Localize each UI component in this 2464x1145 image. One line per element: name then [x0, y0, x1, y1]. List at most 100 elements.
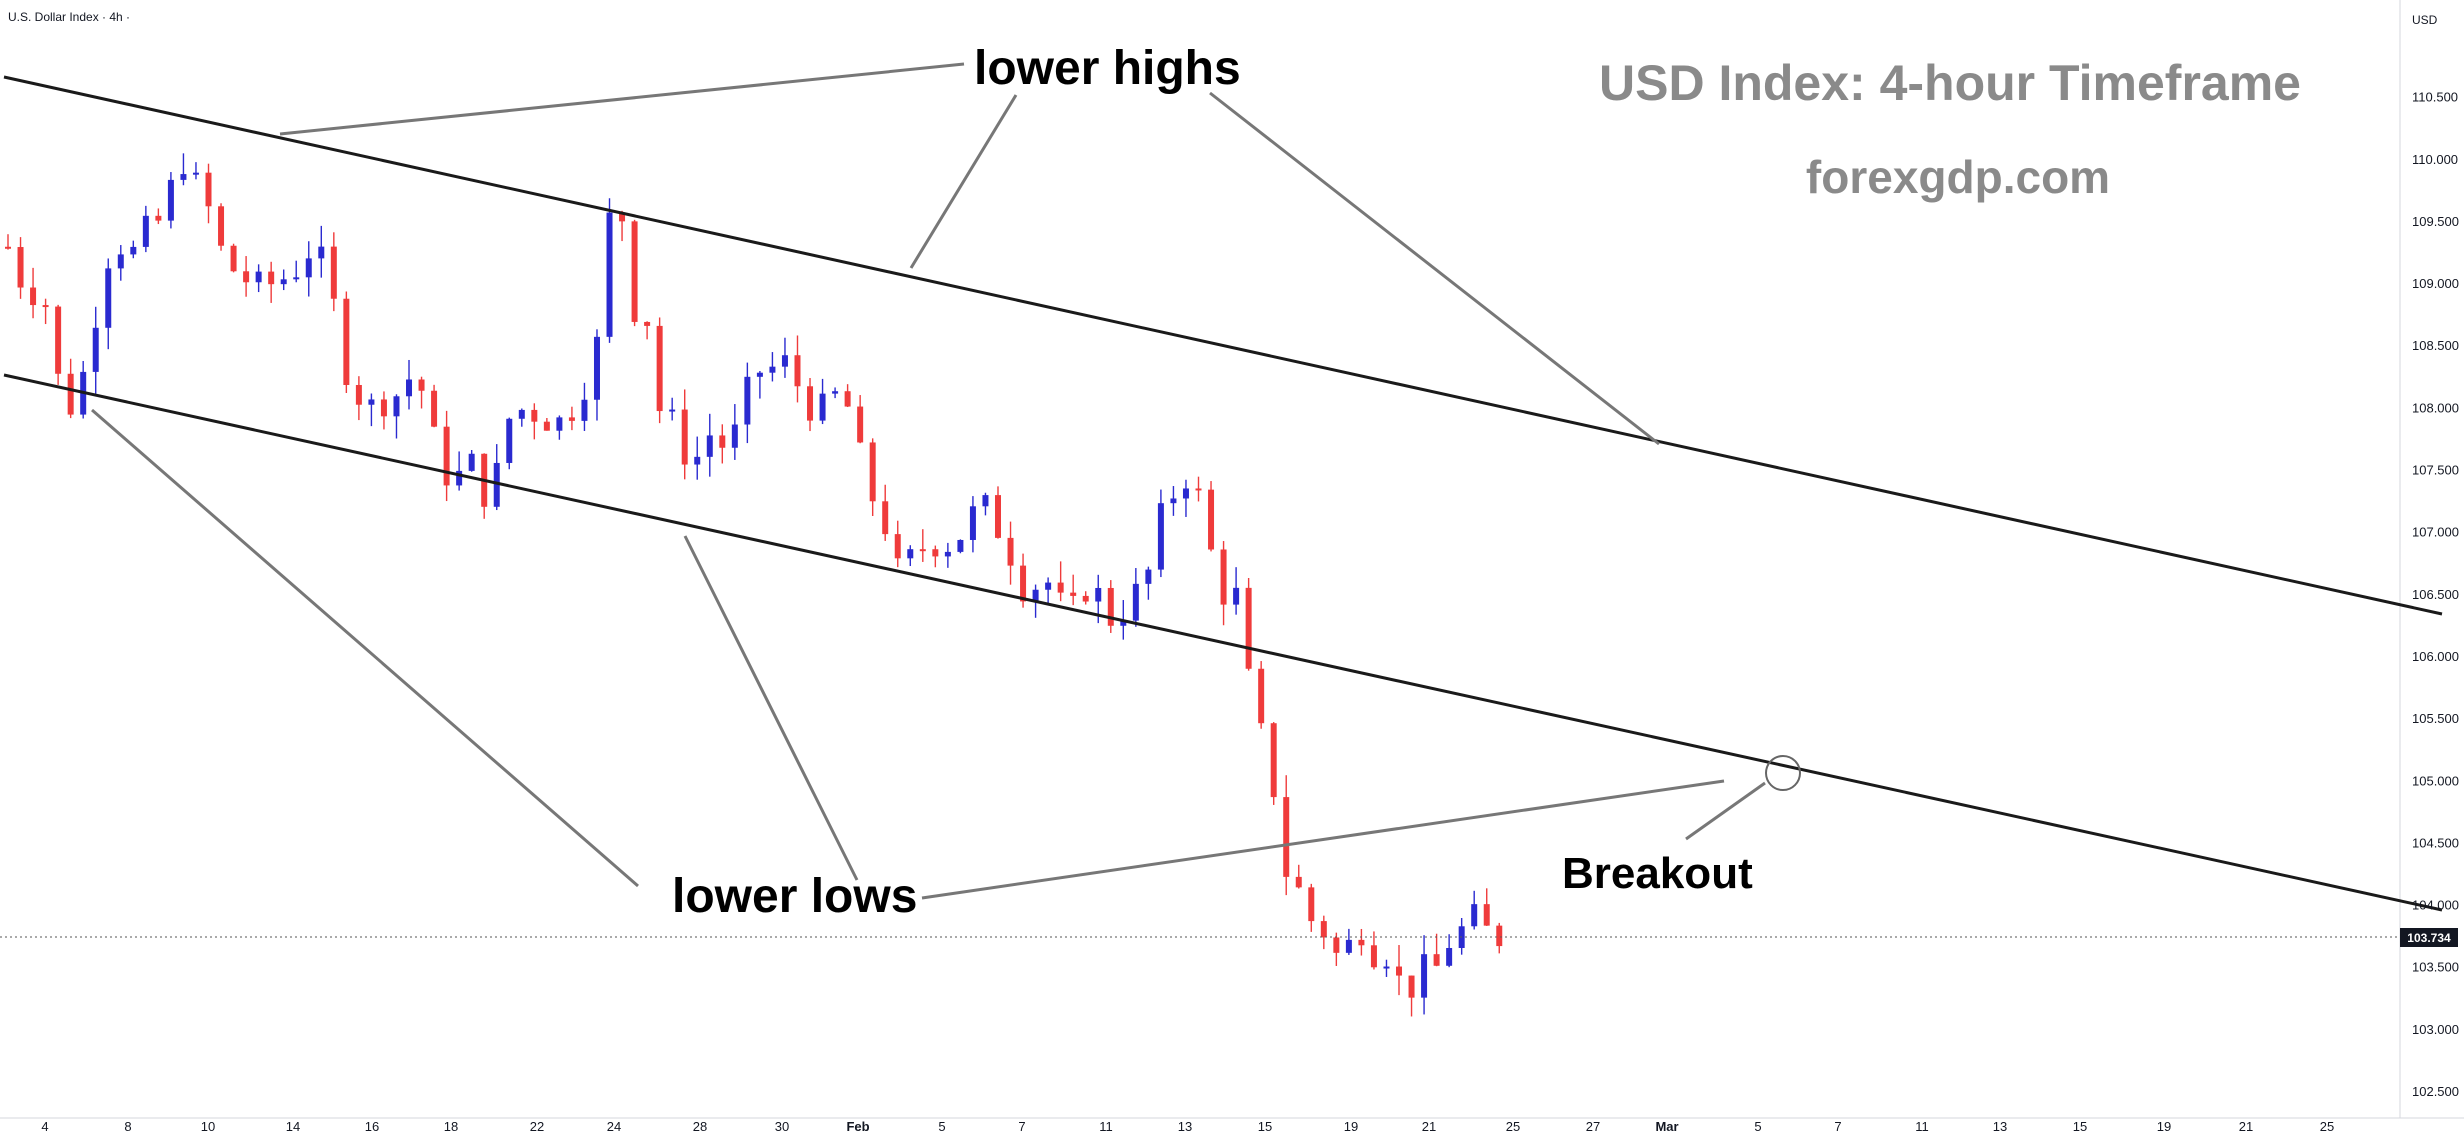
candle-body — [1057, 582, 1064, 593]
candle-body — [781, 355, 788, 367]
candle-body — [180, 174, 187, 180]
candle-body — [1132, 583, 1139, 621]
annotation-breakout: Breakout — [1562, 849, 1753, 898]
candle-body — [280, 279, 287, 285]
candle-body — [1258, 668, 1265, 724]
candle-body — [155, 215, 162, 221]
time-tick-label: 15 — [2073, 1119, 2087, 1134]
candle-body — [418, 379, 425, 391]
candle-body — [30, 287, 37, 306]
candle-body — [556, 417, 563, 431]
candle-body — [305, 258, 312, 278]
candle-body — [355, 384, 362, 405]
candle-body — [406, 379, 413, 397]
candle-body — [568, 417, 575, 421]
candle-body — [882, 501, 889, 535]
price-tick-label: 105.500 — [2412, 711, 2459, 726]
candle-body — [819, 393, 826, 421]
candle-body — [1433, 954, 1440, 966]
last-price-tag: 103.734 — [2407, 931, 2451, 945]
price-tick-label: 104.000 — [2412, 898, 2459, 913]
candle-body — [769, 366, 776, 373]
candle-body — [731, 424, 738, 448]
time-tick-label: 28 — [693, 1119, 707, 1134]
candle-body — [756, 372, 763, 377]
candle-body — [1032, 589, 1039, 602]
time-tick-label: Feb — [846, 1119, 869, 1134]
candle-body — [1107, 587, 1114, 626]
time-tick-label: 4 — [41, 1119, 48, 1134]
annotation-lower-lows: lower lows — [672, 870, 917, 923]
price-axis[interactable]: 102.500 103.000 103.500 104.000 104.500 105.0… — [2412, 90, 2459, 1099]
candle-body — [1483, 904, 1490, 926]
time-tick-label: 5 — [1754, 1119, 1761, 1134]
candle-body — [55, 306, 62, 374]
price-tick-label: 104.500 — [2412, 835, 2459, 850]
candle-body — [1070, 592, 1077, 596]
candle-body — [380, 399, 387, 417]
candle-body — [1020, 565, 1027, 602]
candle-body — [1045, 582, 1052, 590]
candle-body — [1408, 975, 1415, 998]
currency-label: USD — [2412, 13, 2438, 27]
time-tick-label: 13 — [1178, 1119, 1192, 1134]
candle-body — [243, 271, 250, 283]
time-tick-label: 25 — [1506, 1119, 1520, 1134]
candle-body — [1157, 503, 1164, 570]
candle-body — [1308, 887, 1315, 922]
candle-body — [1195, 488, 1202, 491]
trend-channel — [3, 75, 2443, 912]
candle-body — [994, 495, 1001, 538]
price-tick-label: 103.000 — [2412, 1022, 2459, 1037]
candle-body — [117, 254, 124, 269]
candle-body — [581, 399, 588, 421]
candle-body — [1120, 620, 1127, 626]
candle-body — [1446, 947, 1453, 966]
candle-body — [1333, 937, 1340, 953]
candle-body — [1421, 954, 1428, 998]
time-tick-label: 13 — [1993, 1119, 2007, 1134]
candle-body — [142, 215, 149, 247]
candle-body — [67, 373, 74, 415]
candle-body — [493, 462, 500, 507]
candle-body — [1383, 966, 1390, 969]
pointer-line — [279, 62, 965, 136]
candle-body — [656, 325, 663, 412]
candle-body — [1233, 587, 1240, 605]
pointer-line — [91, 408, 639, 888]
candle-body — [330, 246, 337, 299]
time-tick-label: Mar — [1655, 1119, 1678, 1134]
price-tick-label: 103.500 — [2412, 960, 2459, 975]
candle-body — [944, 551, 951, 557]
candle-body — [593, 336, 600, 400]
candle-body — [393, 396, 400, 417]
price-tick-label: 108.500 — [2412, 338, 2459, 353]
candle-body — [1270, 723, 1277, 798]
candle-body — [982, 495, 989, 507]
candle-body — [907, 549, 914, 559]
time-axis[interactable]: 4 8 10 14 16 18 22 24 28 30 Feb 5 7 11 13 15 19 21 25 27 Mar… — [41, 1119, 2334, 1134]
candle-body — [431, 390, 438, 427]
candle-body — [456, 470, 463, 486]
candle-body — [1370, 945, 1377, 968]
candle-body — [1182, 488, 1189, 499]
time-tick-label: 21 — [1422, 1119, 1436, 1134]
candle-body — [719, 435, 726, 448]
candle-body — [606, 212, 613, 337]
time-tick-label: 25 — [2320, 1119, 2334, 1134]
time-tick-label: 16 — [365, 1119, 379, 1134]
candle-body — [619, 212, 626, 222]
time-tick-label: 8 — [124, 1119, 131, 1134]
breakout-marker — [1765, 755, 1801, 791]
candle-body — [468, 453, 475, 471]
price-tick-label: 108.000 — [2412, 400, 2459, 415]
price-tick-label: 106.500 — [2412, 587, 2459, 602]
price-tick-label: 110.000 — [2412, 152, 2458, 167]
candle-body — [1396, 966, 1403, 976]
time-tick-label: 7 — [1018, 1119, 1025, 1134]
time-tick-label: 11 — [1915, 1119, 1929, 1134]
annotation-lower-highs: lower highs — [974, 42, 1241, 95]
candle-body — [932, 549, 939, 557]
